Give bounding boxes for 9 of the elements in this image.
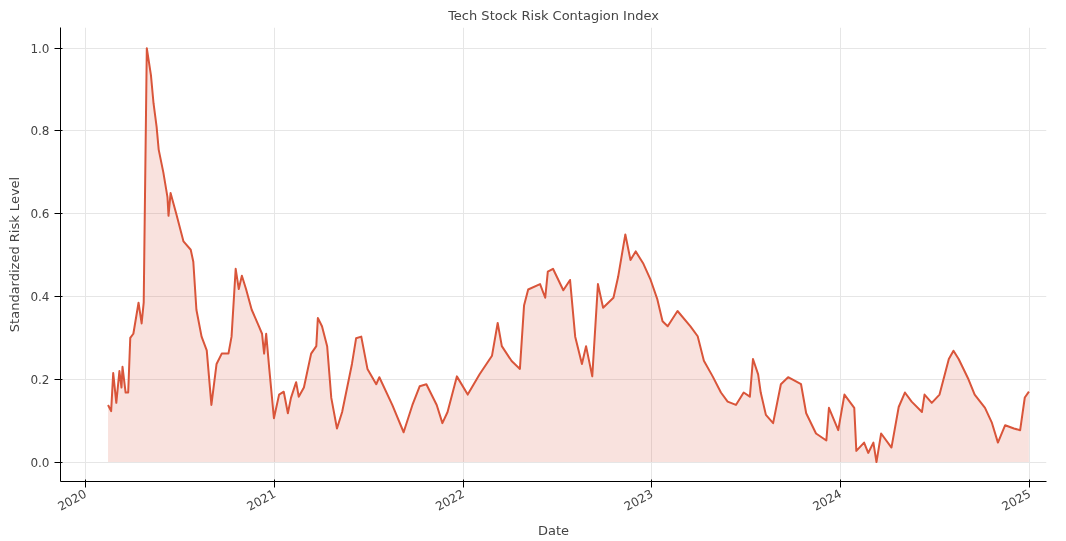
y-tick-label: 0.0 bbox=[30, 455, 50, 470]
x-axis-title: Date bbox=[537, 523, 570, 539]
y-tick-label: 0.2 bbox=[30, 372, 50, 387]
y-tick-label: 0.4 bbox=[30, 290, 50, 305]
y-tick-label: 1.0 bbox=[30, 41, 50, 56]
y-tick-label: 0.8 bbox=[30, 124, 50, 139]
chart-title: Tech Stock Risk Contagion Index bbox=[447, 7, 660, 23]
y-tick-label: 0.6 bbox=[30, 207, 50, 222]
y-axis-title: Standardized Risk Level bbox=[7, 176, 23, 333]
